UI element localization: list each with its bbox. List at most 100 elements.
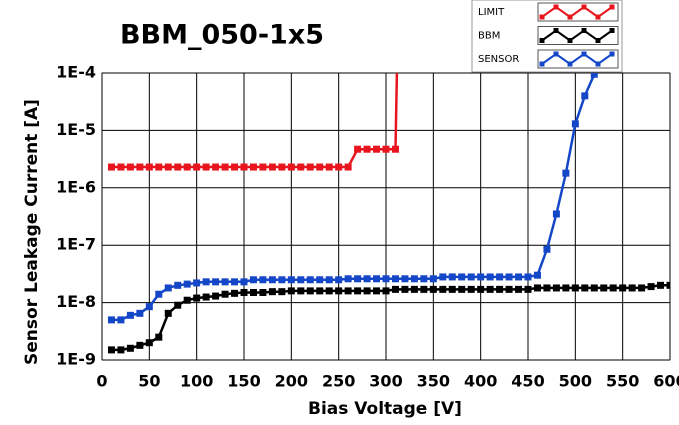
- data-point: [344, 287, 352, 295]
- data-point: [477, 285, 485, 293]
- data-point: [183, 296, 191, 304]
- x-tick-label: 600: [653, 372, 679, 391]
- x-tick-label: 200: [275, 372, 308, 391]
- x-tick-label: 450: [511, 372, 544, 391]
- data-point: [410, 275, 418, 283]
- data-point: [164, 163, 172, 171]
- data-point: [297, 287, 305, 295]
- data-point: [562, 284, 570, 292]
- data-point: [391, 275, 399, 283]
- x-axis-label: Bias Voltage [V]: [308, 399, 462, 419]
- data-point: [249, 288, 257, 296]
- data-point: [174, 163, 182, 171]
- data-point: [533, 271, 541, 279]
- legend-marker: [581, 4, 587, 10]
- data-point: [297, 276, 305, 284]
- data-point: [505, 273, 513, 281]
- data-point: [354, 145, 362, 153]
- data-point: [240, 163, 248, 171]
- data-point: [439, 273, 447, 281]
- legend-marker: [609, 4, 615, 10]
- legend-marker: [539, 38, 545, 43]
- data-point: [505, 285, 513, 293]
- data-point: [126, 163, 134, 171]
- legend-label: SENSOR: [478, 54, 519, 65]
- legend-marker: [539, 61, 545, 67]
- data-point: [117, 316, 125, 324]
- x-tick-label: 0: [96, 372, 107, 391]
- legend-marker: [595, 38, 601, 43]
- plot-series: [107, 73, 670, 354]
- data-point: [666, 281, 670, 289]
- data-point: [373, 275, 381, 283]
- data-point: [467, 273, 475, 281]
- legend-marker: [595, 14, 601, 20]
- data-point: [287, 163, 295, 171]
- data-point: [600, 284, 608, 292]
- legend-marker: [609, 28, 615, 33]
- data-point: [126, 311, 134, 319]
- data-point: [552, 284, 560, 292]
- data-point: [590, 73, 598, 78]
- data-point: [278, 288, 286, 296]
- data-point: [145, 339, 153, 347]
- data-point: [420, 285, 428, 293]
- data-point: [316, 276, 324, 284]
- data-point: [136, 341, 144, 349]
- data-point: [145, 303, 153, 311]
- data-point: [391, 285, 399, 293]
- data-point: [363, 275, 371, 283]
- legend-marker: [567, 14, 573, 20]
- data-point: [231, 163, 239, 171]
- data-point: [429, 275, 437, 283]
- legend-marker: [581, 28, 587, 33]
- data-point: [524, 273, 532, 281]
- data-point: [363, 287, 371, 295]
- legend-label: BBM: [478, 31, 500, 42]
- series-line: [111, 73, 596, 322]
- data-point: [268, 276, 276, 284]
- data-point: [410, 285, 418, 293]
- y-tick-label: 1E-7: [56, 235, 96, 254]
- x-tick-label: 350: [417, 372, 450, 391]
- data-point: [117, 163, 125, 171]
- data-point: [458, 285, 466, 293]
- legend-label: LIMIT: [478, 7, 505, 18]
- data-point: [164, 309, 172, 317]
- data-point: [183, 280, 191, 288]
- data-point: [107, 316, 115, 324]
- data-point: [316, 163, 324, 171]
- data-point: [581, 284, 589, 292]
- data-point: [439, 285, 447, 293]
- data-point: [164, 284, 172, 292]
- data-point: [212, 292, 220, 300]
- data-point: [174, 301, 182, 309]
- data-point: [448, 285, 456, 293]
- data-point: [193, 163, 201, 171]
- data-point: [354, 287, 362, 295]
- data-point: [155, 333, 163, 341]
- data-point: [212, 163, 220, 171]
- x-tick-label: 50: [138, 372, 160, 391]
- y-tick-label: 1E-5: [56, 120, 96, 139]
- legend-marker: [539, 14, 545, 20]
- data-point: [221, 278, 229, 286]
- data-point: [155, 290, 163, 298]
- data-point: [306, 287, 314, 295]
- data-point: [429, 285, 437, 293]
- x-tick-label: 300: [369, 372, 402, 391]
- data-point: [221, 290, 229, 298]
- legend-marker: [553, 28, 559, 33]
- data-point: [278, 276, 286, 284]
- data-point: [335, 163, 343, 171]
- data-point: [155, 163, 163, 171]
- data-point: [268, 288, 276, 296]
- y-tick-label: 1E-8: [56, 292, 96, 311]
- data-point: [373, 145, 381, 153]
- chart-title: BBM_050-1x5: [120, 20, 324, 51]
- data-point: [382, 145, 390, 153]
- x-tick-label: 500: [559, 372, 592, 391]
- data-point: [448, 273, 456, 281]
- legend-marker: [567, 38, 573, 43]
- data-point: [259, 163, 267, 171]
